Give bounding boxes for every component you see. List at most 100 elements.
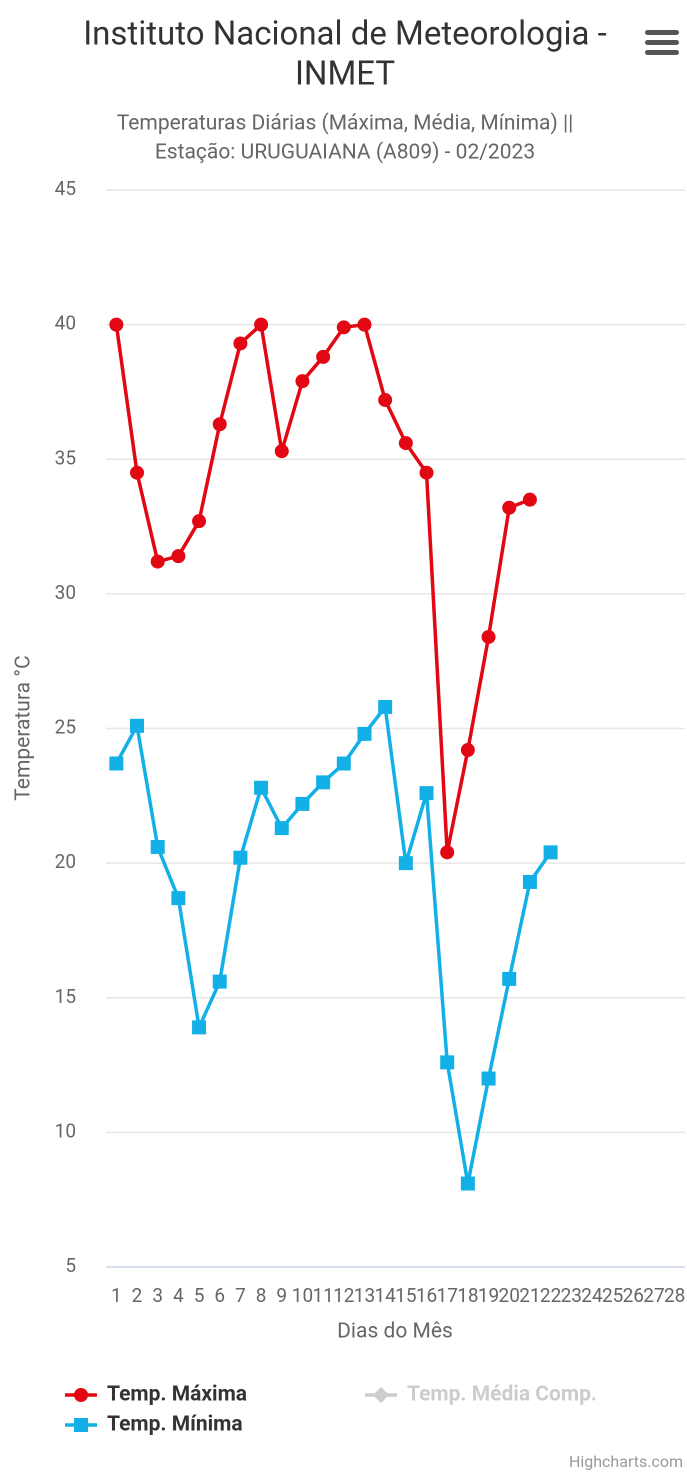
- y-tick-label: 20: [55, 850, 76, 873]
- y-tick-label: 15: [55, 985, 76, 1008]
- point: [192, 514, 207, 529]
- chart-subtitle: Temperaturas Diárias (Máxima, Média, Mín…: [117, 112, 573, 136]
- point: [316, 775, 331, 790]
- chart-subtitle: Estação: URUGUAIANA (A809) - 02/2023: [155, 141, 535, 165]
- point: [274, 444, 289, 459]
- point: [398, 436, 413, 451]
- point: [109, 317, 124, 332]
- x-tick-label: 18: [457, 1284, 478, 1307]
- menu-icon-bar: [645, 40, 679, 45]
- series: [109, 317, 537, 860]
- point: [378, 393, 393, 408]
- x-tick-label: 3: [152, 1284, 163, 1307]
- x-tick-label: 25: [602, 1284, 623, 1307]
- point: [543, 845, 558, 860]
- x-tick-label: 14: [374, 1284, 396, 1307]
- point: [130, 718, 145, 733]
- point: [254, 780, 269, 795]
- menu-button[interactable]: [640, 22, 682, 62]
- point: [171, 549, 186, 564]
- point: [419, 786, 434, 801]
- point: [522, 492, 537, 507]
- x-tick-label: 17: [437, 1284, 458, 1307]
- x-tick-label: 4: [173, 1284, 184, 1307]
- point: [502, 500, 517, 515]
- x-tick-label: 6: [214, 1284, 225, 1307]
- legend-label: Temp. Máxima: [107, 1383, 247, 1407]
- point: [440, 845, 455, 860]
- x-tick-label: 27: [643, 1284, 664, 1307]
- chart-title: INMET: [295, 55, 395, 94]
- y-tick-label: 5: [65, 1254, 76, 1277]
- point: [481, 1071, 496, 1086]
- point: [233, 336, 248, 351]
- point: [419, 465, 434, 480]
- y-axis-title: Temperatura °C: [12, 655, 36, 800]
- y-tick-label: 40: [55, 312, 76, 335]
- point: [357, 317, 372, 332]
- x-tick-label: 19: [478, 1284, 499, 1307]
- point: [274, 821, 289, 836]
- point: [357, 726, 372, 741]
- point: [212, 974, 227, 989]
- x-tick-label: 24: [581, 1284, 603, 1307]
- point: [336, 756, 351, 771]
- point: [378, 699, 393, 714]
- point: [254, 317, 269, 332]
- x-tick-label: 9: [276, 1284, 287, 1307]
- point: [192, 1020, 207, 1035]
- x-tick-label: 7: [235, 1284, 246, 1307]
- y-tick-label: 45: [55, 177, 76, 200]
- x-tick-label: 23: [561, 1284, 582, 1307]
- series: [109, 699, 558, 1191]
- x-tick-label: 10: [292, 1284, 313, 1307]
- menu-icon-bar: [645, 50, 679, 55]
- legend-item[interactable]: Temp. Mínima: [65, 1413, 243, 1437]
- legend-item[interactable]: Temp. Média Comp.: [365, 1383, 597, 1407]
- point: [316, 349, 331, 364]
- point: [440, 1055, 455, 1070]
- point: [522, 874, 537, 889]
- point: [150, 554, 165, 569]
- point: [150, 839, 165, 854]
- point: [460, 1176, 475, 1191]
- legend-item[interactable]: Temp. Máxima: [65, 1383, 247, 1407]
- chart-title: Instituto Nacional de Meteorologia -: [83, 15, 607, 54]
- point: [212, 417, 227, 432]
- menu-icon-bar: [645, 30, 679, 35]
- x-tick-label: 11: [312, 1284, 333, 1307]
- series-line: [114, 705, 553, 1186]
- y-tick-label: 30: [55, 581, 76, 604]
- x-tick-label: 5: [194, 1284, 205, 1307]
- y-tick-label: 35: [55, 446, 76, 469]
- point: [171, 891, 186, 906]
- point: [74, 1388, 88, 1402]
- point: [373, 1387, 389, 1403]
- x-tick-label: 15: [395, 1284, 416, 1307]
- point: [398, 856, 413, 871]
- y-tick-label: 10: [55, 1119, 76, 1142]
- x-tick-label: 16: [416, 1284, 437, 1307]
- x-tick-label: 2: [132, 1284, 143, 1307]
- point: [502, 971, 517, 986]
- point: [295, 796, 310, 811]
- point: [460, 743, 475, 758]
- x-tick-label: 21: [519, 1284, 540, 1307]
- x-tick-label: 28: [664, 1284, 685, 1307]
- credits[interactable]: Highcharts.com: [569, 1452, 683, 1471]
- x-tick-label: 22: [540, 1284, 561, 1307]
- x-tick-label: 1: [111, 1284, 122, 1307]
- x-tick-label: 8: [256, 1284, 267, 1307]
- x-tick-label: 26: [623, 1284, 644, 1307]
- point: [74, 1418, 88, 1432]
- x-tick-label: 13: [354, 1284, 375, 1307]
- series-line: [114, 322, 531, 855]
- legend-label: Temp. Média Comp.: [407, 1383, 597, 1407]
- y-tick-label: 25: [55, 716, 76, 739]
- point: [109, 756, 124, 771]
- point: [233, 850, 248, 865]
- point: [481, 629, 496, 644]
- point: [295, 374, 310, 389]
- point: [336, 320, 351, 335]
